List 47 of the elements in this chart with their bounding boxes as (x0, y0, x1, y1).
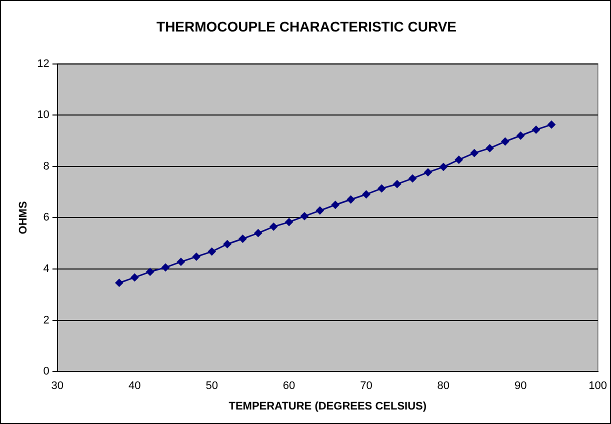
point (470, 149, 478, 158)
point (300, 212, 308, 220)
point (146, 268, 154, 276)
point (130, 273, 139, 282)
point (115, 278, 124, 287)
x-tick-label: 90 (514, 380, 527, 392)
point (192, 252, 200, 261)
point (331, 200, 340, 209)
point (516, 132, 525, 140)
point (424, 168, 432, 176)
point (378, 184, 386, 192)
y-tick-label: 0 (43, 366, 50, 378)
point (501, 138, 510, 146)
y-tick-label: 10 (37, 109, 50, 122)
point (270, 222, 278, 231)
point (285, 218, 294, 226)
point (439, 162, 448, 171)
point (408, 174, 417, 182)
point (532, 126, 540, 134)
point (346, 195, 355, 204)
x-tick-label: 40 (128, 380, 141, 392)
point (254, 229, 262, 238)
y-tick-label: 4 (43, 263, 50, 276)
y-axis-title: OHMS (18, 201, 30, 234)
y-tick-label: 6 (43, 212, 50, 224)
chart-title: THERMOCOUPLE CHARACTERISTIC CURVE (156, 18, 456, 34)
point (486, 144, 494, 152)
y-tick-label: 2 (43, 314, 50, 326)
point (362, 190, 370, 198)
point (548, 120, 556, 129)
point (393, 180, 402, 188)
x-tick-label: 70 (360, 380, 372, 392)
point (238, 234, 247, 243)
point (316, 206, 324, 215)
point (176, 258, 185, 266)
x-tick-label: 50 (206, 380, 218, 392)
point (454, 156, 463, 164)
x-tick-label: 80 (437, 380, 450, 392)
y-tick-label: 12 (37, 58, 50, 70)
point (223, 240, 232, 248)
point (208, 248, 216, 256)
x-axis-title: TEMPERATURE (DEGREES CELSIUS) (228, 400, 427, 412)
x-tick-label: 30 (51, 380, 64, 392)
point (162, 263, 170, 272)
x-tick-label: 60 (282, 380, 296, 392)
y-tick-label: 8 (43, 160, 50, 172)
x-tick-label: 100 (588, 380, 608, 392)
